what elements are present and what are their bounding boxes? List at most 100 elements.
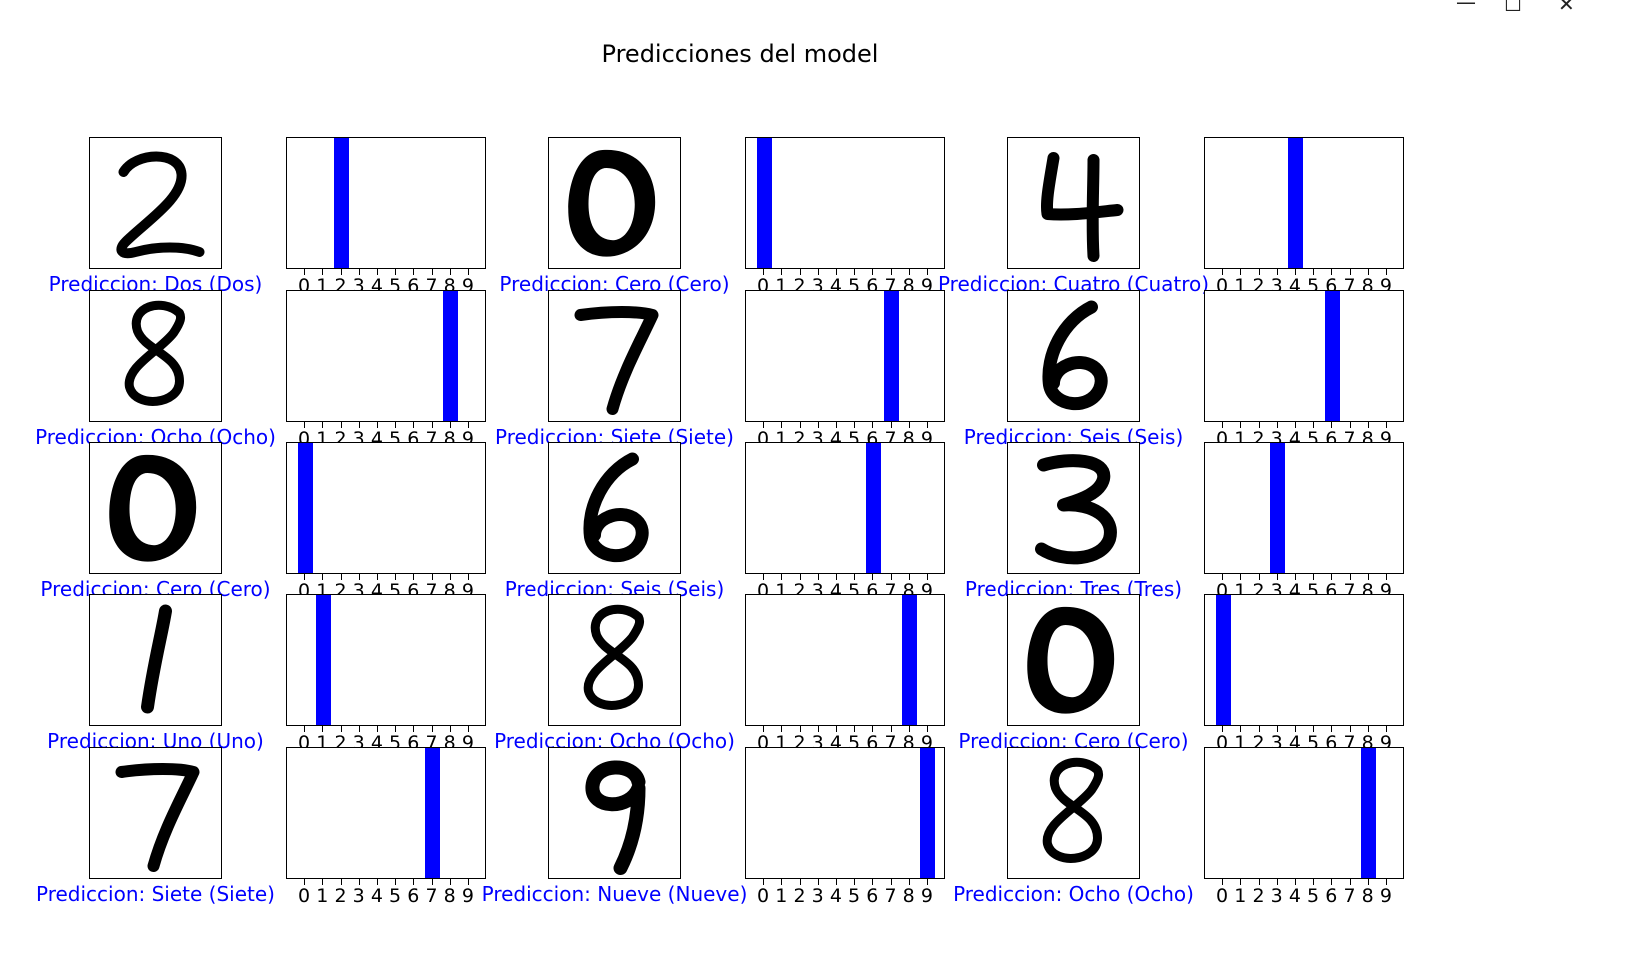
x-tick-mark bbox=[781, 269, 783, 275]
close-button[interactable]: ✕ bbox=[1558, 0, 1575, 16]
x-tick-mark bbox=[1294, 269, 1296, 275]
x-tick-mark bbox=[854, 726, 856, 732]
probability-bar bbox=[443, 291, 459, 421]
x-tick-mark bbox=[1222, 574, 1224, 580]
prediction-label: Prediccion: Siete (Siete) bbox=[36, 882, 275, 906]
digit-glyph bbox=[1035, 454, 1117, 565]
x-tick-mark bbox=[1258, 422, 1260, 428]
x-tick-mark bbox=[1258, 726, 1260, 732]
probability-bar-chart bbox=[745, 747, 945, 879]
x-tick-label: 7 bbox=[884, 885, 897, 907]
x-tick-mark bbox=[413, 574, 415, 580]
x-tick-mark bbox=[1240, 574, 1242, 580]
x-tick-mark bbox=[908, 726, 910, 732]
digit-glyph bbox=[115, 763, 200, 872]
probability-bar-chart bbox=[1204, 747, 1404, 879]
probability-bar-chart bbox=[1204, 594, 1404, 726]
x-tick-mark bbox=[1222, 269, 1224, 275]
x-tick-label: 8 bbox=[902, 885, 915, 907]
x-tick-mark bbox=[1276, 422, 1278, 428]
digit-glyph bbox=[574, 306, 659, 415]
x-tick-mark bbox=[926, 574, 928, 580]
x-tick-mark bbox=[1258, 879, 1260, 885]
probability-bar bbox=[425, 748, 440, 878]
x-tick-label: 5 bbox=[389, 885, 402, 907]
x-tick-label: 2 bbox=[793, 885, 806, 907]
x-tick-mark bbox=[872, 574, 874, 580]
digit-glyph bbox=[583, 452, 649, 562]
x-tick-mark bbox=[322, 726, 324, 732]
x-tick-mark bbox=[449, 574, 451, 580]
digit-image bbox=[1007, 594, 1140, 726]
probability-bar bbox=[1215, 595, 1231, 725]
x-tick-mark bbox=[1331, 422, 1333, 428]
minimize-button[interactable]: — bbox=[1456, 0, 1476, 14]
x-tick-mark bbox=[395, 726, 397, 732]
x-tick-mark bbox=[890, 726, 892, 732]
x-tick-mark bbox=[395, 879, 397, 885]
digit-image bbox=[89, 594, 222, 726]
probability-bar bbox=[920, 748, 936, 878]
x-tick-mark bbox=[376, 726, 378, 732]
x-tick-mark bbox=[467, 422, 469, 428]
probability-bar-chart bbox=[1204, 290, 1404, 422]
x-tick-mark bbox=[799, 422, 801, 428]
digit-image bbox=[89, 747, 222, 879]
x-tick-mark bbox=[1294, 879, 1296, 885]
maximize-button[interactable]: ☐ bbox=[1504, 0, 1522, 16]
x-tick-mark bbox=[926, 269, 928, 275]
x-tick-label: 6 bbox=[407, 885, 420, 907]
x-tick-mark bbox=[763, 726, 765, 732]
digit-glyph bbox=[585, 760, 646, 875]
x-tick-mark bbox=[358, 726, 360, 732]
digit-glyph bbox=[1042, 300, 1108, 410]
x-tick-mark bbox=[835, 269, 837, 275]
x-tick-mark bbox=[376, 269, 378, 275]
x-tick-mark bbox=[1240, 879, 1242, 885]
x-tick-mark bbox=[1331, 574, 1333, 580]
digit-glyph bbox=[124, 300, 186, 406]
digit-glyph bbox=[1041, 152, 1124, 262]
x-tick-label: 2 bbox=[334, 885, 347, 907]
x-tick-mark bbox=[413, 269, 415, 275]
x-tick-mark bbox=[431, 269, 433, 275]
x-tick-mark bbox=[431, 574, 433, 580]
x-tick-mark bbox=[817, 269, 819, 275]
x-tick-mark bbox=[781, 574, 783, 580]
x-tick-mark bbox=[1313, 269, 1315, 275]
probability-bar bbox=[334, 138, 349, 268]
x-tick-mark bbox=[1294, 726, 1296, 732]
x-tick-mark bbox=[1367, 879, 1369, 885]
x-tick-mark bbox=[926, 422, 928, 428]
x-tick-label: 5 bbox=[848, 885, 861, 907]
x-tick-label: 3 bbox=[811, 885, 824, 907]
x-tick-mark bbox=[872, 422, 874, 428]
digit-glyph bbox=[1027, 606, 1115, 714]
x-tick-mark bbox=[322, 269, 324, 275]
x-tick-label: 7 bbox=[1343, 885, 1356, 907]
x-tick-label: 4 bbox=[370, 885, 383, 907]
x-tick-mark bbox=[835, 422, 837, 428]
digit-image bbox=[1007, 442, 1140, 574]
x-tick-mark bbox=[340, 422, 342, 428]
probability-bar-chart bbox=[286, 137, 486, 269]
probability-bar-chart bbox=[286, 747, 486, 879]
x-tick-mark bbox=[1276, 726, 1278, 732]
x-tick-mark bbox=[763, 574, 765, 580]
x-tick-label: 8 bbox=[1361, 885, 1374, 907]
x-tick-mark bbox=[358, 574, 360, 580]
probability-bar bbox=[1288, 138, 1304, 268]
x-tick-mark bbox=[1276, 574, 1278, 580]
x-tick-mark bbox=[304, 726, 306, 732]
x-tick-mark bbox=[376, 879, 378, 885]
x-tick-mark bbox=[1385, 574, 1387, 580]
x-tick-mark bbox=[413, 422, 415, 428]
x-tick-mark bbox=[799, 726, 801, 732]
x-tick-mark bbox=[1385, 269, 1387, 275]
x-tick-mark bbox=[908, 879, 910, 885]
x-tick-mark bbox=[1385, 726, 1387, 732]
x-tick-mark bbox=[908, 269, 910, 275]
x-tick-label: 0 bbox=[1216, 885, 1229, 907]
x-tick-mark bbox=[1222, 422, 1224, 428]
x-tick-mark bbox=[1276, 269, 1278, 275]
